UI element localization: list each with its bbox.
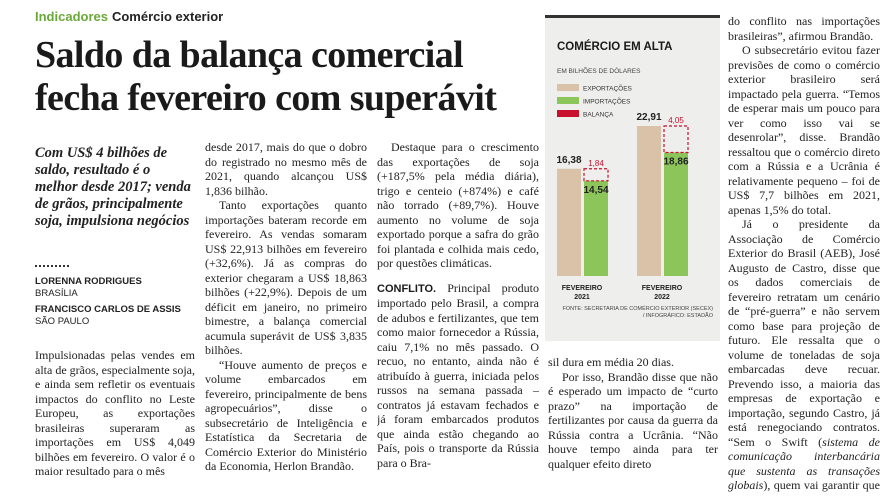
- value-label: 16,38: [556, 155, 581, 166]
- author: FRANCISCO CARLOS DE ASSIS: [35, 304, 181, 315]
- paragraph: Por isso, Brandão disse que não é espera…: [548, 369, 718, 471]
- paragraph: Destaque para o crescimento das exportaç…: [377, 140, 539, 270]
- divider: [35, 265, 69, 267]
- value-label: 4,05: [668, 116, 684, 125]
- section: Indicadores: [35, 9, 108, 24]
- chart-subtitle: EM BILHÕES DE DÓLARES: [557, 66, 641, 75]
- x-tick-label: 2022: [654, 294, 670, 301]
- x-tick-label: FEVEREIRO: [562, 285, 603, 292]
- x-tick-label: FEVEREIRO: [642, 285, 683, 292]
- deck: Com US$ 4 bilhões de saldo, resultado é …: [35, 145, 191, 229]
- bar: [637, 126, 661, 276]
- bar: [664, 152, 688, 276]
- bar: [557, 168, 581, 276]
- legend-label: EXPORTAÇÕES: [583, 84, 633, 93]
- text: Já o presidente da Associação de Comérci…: [728, 217, 880, 449]
- source: / INFOGRÁFICO: ESTADÃO: [643, 312, 714, 319]
- paragraph: Já o presidente da Associação de Comérci…: [728, 217, 880, 496]
- paragraph: sil dura em média 20 dias.: [548, 355, 674, 369]
- paragraph: Impulsionadas pelas vendes em alta de gr…: [35, 348, 195, 478]
- paragraph: Tanto exportações quanto importações bat…: [205, 198, 367, 357]
- italic-text: sistema de comunicação interbancária que…: [728, 434, 880, 493]
- value-label: 18,86: [663, 157, 688, 168]
- kicker: Indicadores Comércio exterior: [35, 9, 223, 24]
- column: desde 2017, mais do que o dobro do regis…: [205, 140, 367, 496]
- place: SÃO PAULO: [35, 316, 90, 327]
- place: BRASÍLIA: [35, 288, 78, 299]
- topic: Comércio exterior: [111, 9, 224, 24]
- column: Impulsionadas pelas vendes em alta de gr…: [35, 348, 195, 496]
- legend-label: BALANÇA: [583, 112, 614, 119]
- paragraph: desde 2017, mais do que o dobro do regis…: [205, 140, 367, 198]
- legend-swatch: [557, 97, 579, 104]
- balance-bar: [583, 168, 609, 182]
- byline: LORENNA RODRIGUES BRASÍLIA: [35, 276, 142, 300]
- legend-label: IMPORTAÇÕES: [583, 97, 631, 106]
- text: Principal produto importado pelo Brasil,…: [377, 280, 539, 470]
- source: FONTE: SECRETARIA DE COMÉRCIO EXTERIOR (…: [562, 305, 713, 312]
- value-label: 22,91: [636, 112, 661, 123]
- subhead: CONFLITO.: [377, 282, 437, 295]
- value-label: 1,84: [588, 159, 604, 168]
- paragraph: O subsecretário evitou fazer previsões d…: [728, 43, 880, 217]
- paragraph: “Houve aumento de preços e volume embarc…: [205, 357, 367, 474]
- column: sil dura em média 20 dias. Por isso, Bra…: [548, 355, 718, 496]
- chart: COMÉRCIO EM ALTA EM BILHÕES DE DÓLARES EXP…: [556, 40, 714, 319]
- paragraph: do conflito nas importações brasileiras”…: [728, 14, 880, 43]
- legend-swatch: [557, 84, 579, 91]
- x-tick-label: 2021: [574, 294, 590, 301]
- legend-swatch: [557, 110, 579, 117]
- paragraph: CONFLITO. Principal produto importado pe…: [377, 281, 539, 471]
- value-label: 14,54: [583, 185, 608, 196]
- bar: [584, 180, 608, 276]
- byline: FRANCISCO CARLOS DE ASSIS SÃO PAULO: [35, 304, 181, 328]
- chart-box: COMÉRCIO EM ALTA EM BILHÕES DE DÓLARES EXP…: [545, 15, 720, 341]
- headline: Saldo da balança comercial fecha feverei…: [35, 34, 497, 119]
- column: Destaque para o crescimento das exportaç…: [377, 140, 539, 496]
- column: do conflito nas importações brasileiras”…: [728, 14, 880, 496]
- balance-bar: [663, 125, 689, 154]
- chart-title: COMÉRCIO EM ALTA: [557, 40, 672, 53]
- text: ), quem vai garantir que o exportador va…: [728, 478, 880, 496]
- author: LORENNA RODRIGUES: [35, 276, 142, 287]
